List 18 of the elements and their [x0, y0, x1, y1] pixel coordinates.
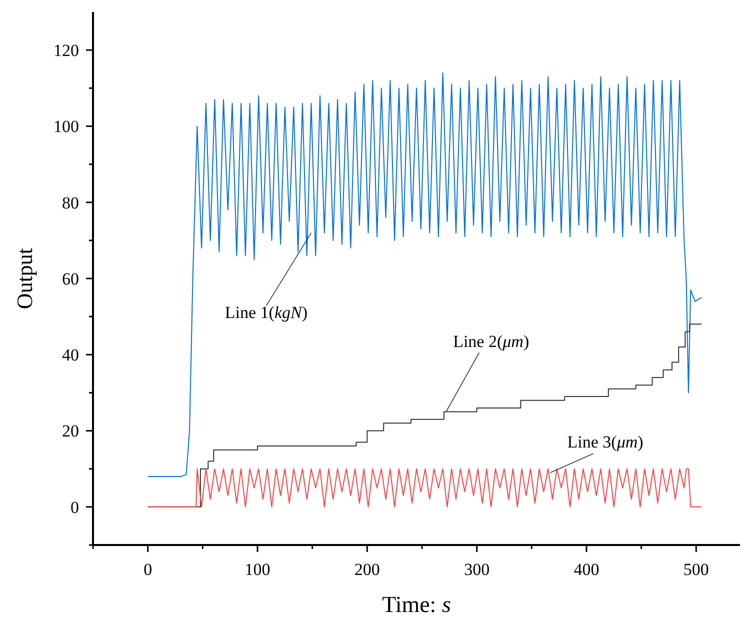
annotation: Line 2(μm) — [453, 332, 530, 351]
annotation: Line 1(kgN) — [224, 302, 308, 322]
x-tick-label: 0 — [144, 560, 152, 579]
x-tick-label: 300 — [464, 560, 490, 579]
y-tick-label: 80 — [62, 193, 79, 212]
x-axis-title: Time: s — [382, 592, 451, 617]
y-tick-label: 40 — [62, 346, 79, 365]
x-tick-label: 100 — [244, 560, 270, 579]
y-axis-title: Output — [12, 248, 37, 310]
x-tick-label: 500 — [683, 560, 709, 579]
x-tick-label: 400 — [574, 560, 600, 579]
y-tick-label: 20 — [62, 422, 79, 441]
annotation: Line 3(μm) — [567, 432, 644, 452]
y-tick-label: 0 — [70, 498, 79, 517]
y-tick-label: 120 — [54, 41, 79, 60]
y-tick-label: 60 — [62, 269, 79, 288]
x-tick-label: 200 — [354, 560, 380, 579]
y-tick-label: 100 — [54, 117, 79, 136]
